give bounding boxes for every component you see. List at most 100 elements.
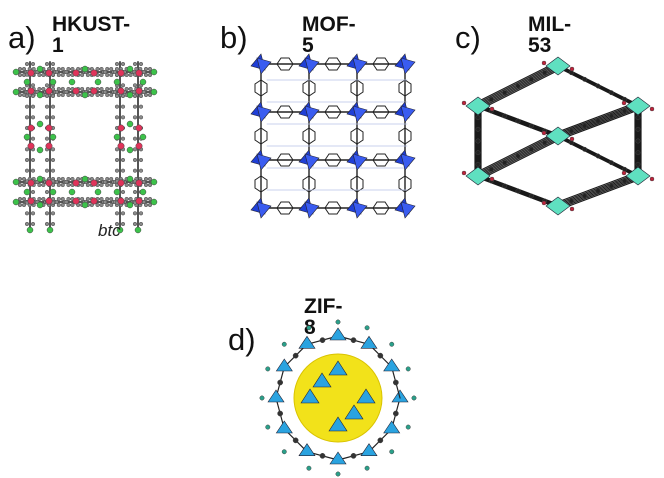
oxygen-atom [90,197,98,205]
oxygen-atom [27,69,35,77]
panel-a-caption: btc [98,221,121,240]
zn-tetrahedron [256,201,272,219]
carbon-atom [66,196,71,202]
carbon-atom [377,352,384,359]
copper-atom [113,188,121,196]
carbon-atom [515,118,521,124]
zn-tetrahedron [275,358,293,372]
carbon-atom [143,202,149,208]
carbon-atom [99,202,104,208]
carbon-atom [392,379,399,386]
carbon-atom [138,211,144,216]
copper-atom [23,133,31,141]
panel-c-letter: c) [455,20,481,55]
oxygen-atom [45,124,53,132]
carbon-atom [44,83,50,88]
copper-atom [49,78,57,86]
carbon-atom [30,93,36,99]
carbon-atom [17,92,23,98]
copper-atom [150,88,158,96]
benzene-ring [254,79,268,97]
carbon-atom [60,176,65,182]
copper-atom [139,78,147,86]
carbon-atom [595,118,601,124]
oxygen-atom [649,106,655,112]
chain-bond [475,133,557,175]
carbon-atom [41,72,46,78]
carbon-atom [21,182,27,188]
copper-atom [49,188,57,196]
carbon-atom [99,176,104,182]
oxygen-atom [72,69,80,77]
metal-octahedron [625,166,651,186]
carbon-atom [24,104,30,109]
carbon-atom [30,136,36,141]
carbon-atom [50,168,56,173]
carbon-atom [30,211,36,216]
hydrogen-atom [364,465,370,471]
carbon-atom [30,221,36,227]
zn-tetrahedron [304,153,320,171]
carbon-atom [60,196,65,202]
carbon-atom [595,153,601,159]
panel-a-title: HKUST-1 [52,13,131,57]
carbon-atom [60,72,65,78]
carbon-atom [128,72,133,78]
chain-bond [559,107,641,139]
carbon-atom [488,96,494,102]
carbon-atom [103,199,108,205]
carbon-atom [66,202,71,208]
carbon-atom [120,93,126,99]
carbon-atom [105,202,110,208]
chain-bond [480,68,562,110]
chain-bond [480,108,562,140]
carbon-atom [17,202,23,208]
hydrogen-atom [306,325,312,331]
carbon-atom [128,86,133,92]
carbon-atom [70,92,75,98]
oxygen-atom [27,124,35,132]
copper-atom [36,91,44,99]
copper-atom [26,226,34,234]
carbon-atom [24,157,30,163]
benzene-ring [276,201,294,215]
carbon-atom [44,115,50,120]
carbon-atom [138,157,144,163]
copper-atom [150,68,158,76]
zn-tetrahedron [304,57,320,75]
carbon-atom [114,147,120,152]
chain-bond [559,177,641,209]
zn-tetrahedron [356,388,376,404]
carbon-atom [99,86,104,92]
zn-tetrahedron [344,404,364,420]
carbon-atom [109,92,114,98]
carbon-atom [54,199,59,205]
carbon-atom [377,437,384,444]
carbon-atom [37,182,42,188]
carbon-atom [64,69,69,75]
oxygen-atom [90,179,98,187]
carbon-atom [24,61,30,67]
copper-atom [81,201,89,209]
oxygen-atom [45,179,53,187]
oxygen-atom [135,124,143,132]
oxygen-atom [27,87,35,95]
carbon-atom [132,211,138,216]
carbon-atom [502,183,508,189]
carbon-atom [80,86,85,92]
carbon-atom [103,89,108,95]
carbon-atom [515,188,521,194]
oxygen-atom [117,179,125,187]
oxygen-atom [621,170,627,176]
carbon-atom [528,146,534,152]
carbon-atom [56,182,61,188]
copper-atom [126,91,134,99]
carbon-atom [64,89,69,95]
carbon-atom [54,179,59,185]
carbon-atom [319,337,326,344]
carbon-atom [95,176,100,182]
zn-tetrahedron [328,360,348,376]
carbon-atom [99,196,104,202]
benzene-ring [350,175,364,193]
carbon-atom [138,115,144,120]
